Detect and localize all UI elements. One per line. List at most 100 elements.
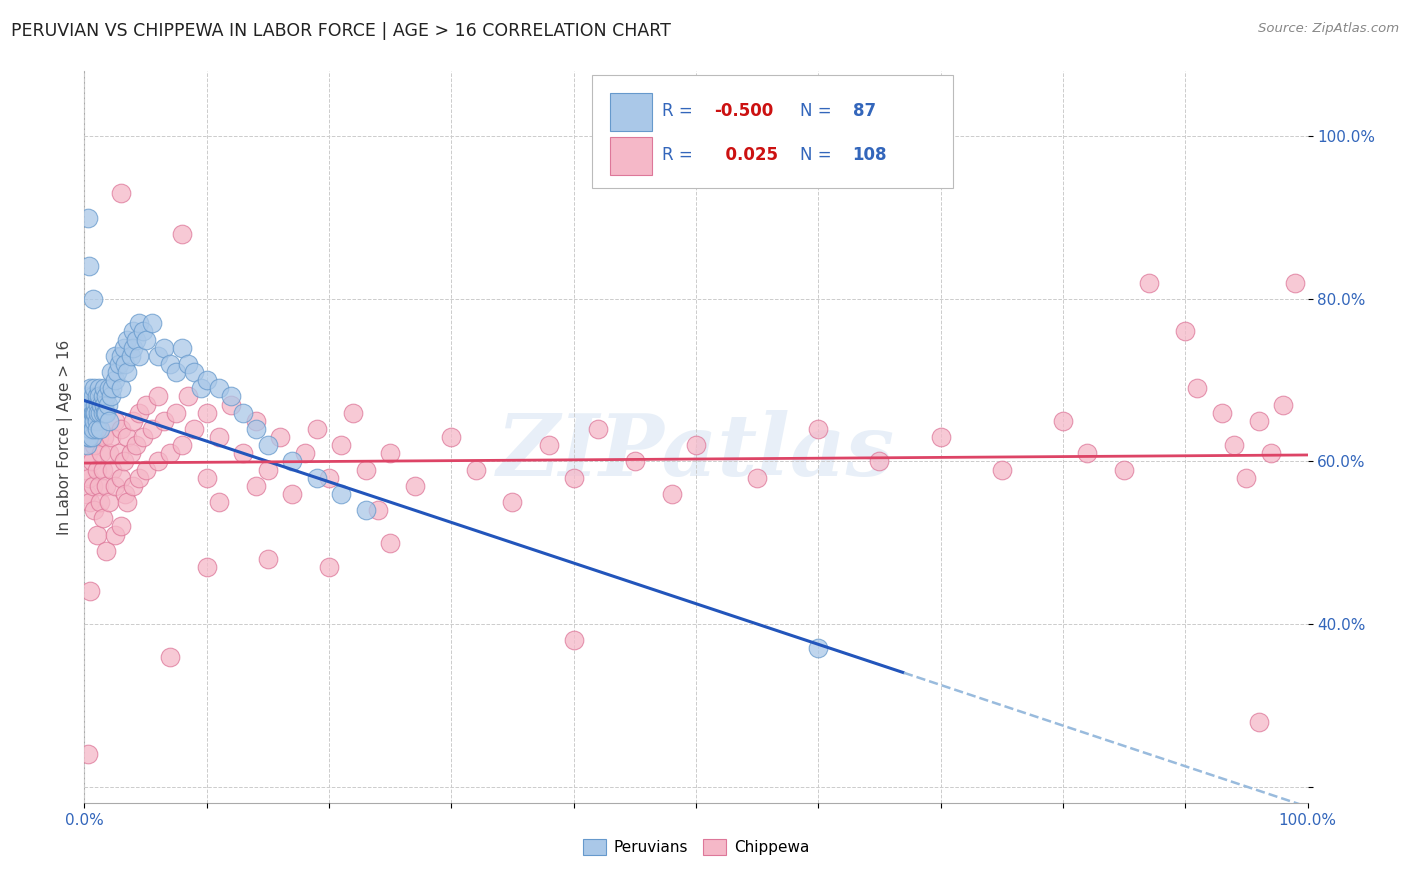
Point xyxy=(146,349,169,363)
Point xyxy=(86,462,108,476)
Point xyxy=(104,373,127,387)
Point xyxy=(1223,438,1246,452)
Point xyxy=(183,422,205,436)
Point xyxy=(135,462,157,476)
Point xyxy=(97,414,120,428)
Point xyxy=(82,389,104,403)
Point xyxy=(112,454,135,468)
Point xyxy=(1114,462,1136,476)
Point xyxy=(80,414,103,428)
Text: Source: ZipAtlas.com: Source: ZipAtlas.com xyxy=(1258,22,1399,36)
Point xyxy=(120,349,142,363)
Point xyxy=(305,471,328,485)
Point xyxy=(77,430,100,444)
Point xyxy=(1187,381,1209,395)
Text: R =: R = xyxy=(662,102,693,120)
Text: N =: N = xyxy=(800,102,831,120)
Point xyxy=(661,487,683,501)
Point xyxy=(132,325,155,339)
Point xyxy=(107,357,129,371)
Point xyxy=(1052,414,1074,428)
Point xyxy=(1236,471,1258,485)
Point xyxy=(135,398,157,412)
Point xyxy=(91,462,114,476)
Point xyxy=(79,406,101,420)
Point xyxy=(380,535,402,549)
Point xyxy=(104,414,127,428)
Point xyxy=(208,495,231,509)
Point xyxy=(91,389,114,403)
Y-axis label: In Labor Force | Age > 16: In Labor Force | Age > 16 xyxy=(58,340,73,534)
Point xyxy=(257,552,280,566)
Point xyxy=(83,438,105,452)
Point xyxy=(195,560,218,574)
Point xyxy=(586,422,609,436)
Point xyxy=(97,381,120,395)
Point xyxy=(86,527,108,541)
Text: N =: N = xyxy=(800,145,831,164)
Point xyxy=(245,479,267,493)
Point xyxy=(96,389,118,403)
Point xyxy=(153,414,176,428)
Point xyxy=(82,292,104,306)
Point xyxy=(107,446,129,460)
FancyBboxPatch shape xyxy=(610,137,652,175)
Point xyxy=(87,479,110,493)
Text: ZIPatlas: ZIPatlas xyxy=(496,410,896,493)
Point xyxy=(77,430,100,444)
Point xyxy=(869,454,891,468)
Point xyxy=(91,511,114,525)
Point xyxy=(96,479,118,493)
Point xyxy=(219,398,242,412)
Point xyxy=(172,341,194,355)
Point xyxy=(128,316,150,330)
Point xyxy=(82,422,104,436)
Text: 87: 87 xyxy=(852,102,876,120)
Point xyxy=(104,527,127,541)
Text: -0.500: -0.500 xyxy=(714,102,773,120)
Point xyxy=(1284,276,1306,290)
Point xyxy=(305,422,328,436)
Point xyxy=(269,430,291,444)
Point xyxy=(807,641,830,656)
Point xyxy=(125,333,148,347)
Legend: Peruvians, Chippewa: Peruvians, Chippewa xyxy=(576,833,815,861)
Point xyxy=(110,381,132,395)
Point xyxy=(75,406,97,420)
Point xyxy=(115,333,138,347)
Point xyxy=(86,422,108,436)
Point xyxy=(502,495,524,509)
Point xyxy=(77,389,100,403)
Point xyxy=(91,406,114,420)
Point xyxy=(208,430,231,444)
Point xyxy=(75,462,97,476)
Point xyxy=(159,446,181,460)
Point xyxy=(97,446,120,460)
Point xyxy=(122,414,145,428)
Point xyxy=(159,357,181,371)
Point xyxy=(89,406,111,420)
Point xyxy=(1260,446,1282,460)
Point xyxy=(89,422,111,436)
Point xyxy=(172,227,194,241)
Point xyxy=(159,649,181,664)
Point xyxy=(232,446,254,460)
Point xyxy=(104,349,127,363)
Point xyxy=(93,398,115,412)
Point xyxy=(115,495,138,509)
Point xyxy=(79,430,101,444)
Point xyxy=(80,454,103,468)
Point xyxy=(165,365,187,379)
Point xyxy=(110,186,132,201)
Point xyxy=(1211,406,1233,420)
Point xyxy=(80,398,103,412)
Point xyxy=(115,430,138,444)
Text: PERUVIAN VS CHIPPEWA IN LABOR FORCE | AGE > 16 CORRELATION CHART: PERUVIAN VS CHIPPEWA IN LABOR FORCE | AG… xyxy=(11,22,671,40)
Point xyxy=(195,406,218,420)
Point xyxy=(195,471,218,485)
Point xyxy=(79,584,101,599)
Point xyxy=(257,462,280,476)
Point xyxy=(177,389,200,403)
Point xyxy=(110,519,132,533)
Point xyxy=(79,495,101,509)
